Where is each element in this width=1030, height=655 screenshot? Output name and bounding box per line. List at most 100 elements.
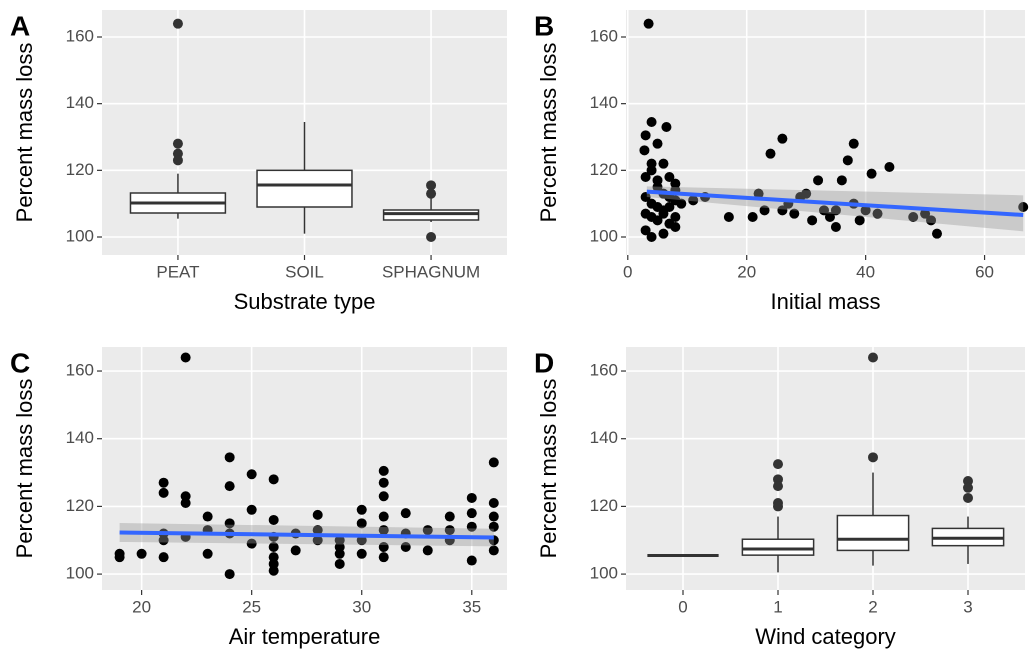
- point: [356, 548, 367, 559]
- x-tick-label: 3: [963, 597, 972, 616]
- point: [268, 514, 279, 525]
- point: [807, 215, 818, 226]
- point: [830, 205, 841, 216]
- box: [836, 514, 910, 552]
- x-axis-title: Air temperature: [229, 624, 381, 649]
- y-axis-title: Percent mass loss: [12, 379, 37, 559]
- y-tick-label: 100: [590, 564, 618, 583]
- x-axis-title: Substrate type: [234, 289, 376, 314]
- point: [646, 117, 657, 127]
- outlier: [773, 501, 783, 512]
- x-tick-label: 60: [975, 262, 994, 281]
- point: [466, 508, 477, 519]
- y-tick-label: 100: [66, 226, 94, 245]
- point: [488, 521, 499, 532]
- point: [640, 192, 651, 202]
- point: [290, 545, 301, 556]
- point: [676, 198, 687, 209]
- point: [356, 518, 367, 529]
- point: [860, 205, 871, 216]
- point: [688, 195, 699, 206]
- outlier: [426, 232, 437, 242]
- point: [824, 212, 835, 222]
- x-tick-label: 20: [132, 597, 151, 616]
- point: [658, 158, 669, 169]
- point: [819, 205, 830, 216]
- outlier: [868, 452, 878, 463]
- outlier: [773, 481, 783, 492]
- point: [224, 569, 235, 580]
- y-tick-label: 120: [590, 160, 618, 179]
- point: [664, 202, 675, 212]
- point: [356, 504, 367, 515]
- point: [1018, 202, 1029, 212]
- point: [813, 175, 824, 186]
- x-tick-label: SOIL: [285, 262, 324, 281]
- point: [400, 508, 411, 519]
- point: [872, 208, 883, 219]
- point: [378, 542, 389, 553]
- point: [378, 511, 389, 522]
- y-tick-label: 160: [590, 361, 618, 380]
- point: [378, 477, 389, 488]
- outlier: [773, 459, 783, 470]
- point: [652, 215, 663, 226]
- point: [908, 212, 919, 222]
- point: [224, 481, 235, 492]
- point: [180, 498, 191, 509]
- point: [202, 511, 213, 522]
- point: [658, 208, 669, 219]
- point: [765, 148, 776, 159]
- outlier: [426, 188, 437, 199]
- fit-line: [119, 530, 494, 540]
- point: [488, 457, 499, 468]
- point: [931, 228, 942, 239]
- point: [422, 525, 433, 536]
- x-tick-label: 1: [773, 597, 782, 616]
- x-tick-label: 30: [352, 597, 371, 616]
- y-axis-title: Percent mass loss: [12, 43, 37, 223]
- x-tick-label: 35: [462, 597, 481, 616]
- point: [224, 452, 235, 463]
- point: [312, 509, 323, 520]
- y-tick-label: 140: [66, 428, 94, 447]
- point: [158, 487, 169, 498]
- point: [378, 525, 389, 536]
- outlier: [868, 352, 878, 363]
- point: [670, 212, 681, 222]
- point: [202, 548, 213, 559]
- y-tick-label: 120: [590, 496, 618, 515]
- point: [378, 465, 389, 476]
- point: [640, 172, 651, 182]
- point: [246, 469, 257, 480]
- point: [652, 175, 663, 186]
- point: [646, 158, 657, 169]
- point: [789, 208, 800, 219]
- point: [854, 215, 865, 226]
- outlier: [426, 180, 437, 191]
- point: [753, 188, 764, 199]
- point: [488, 511, 499, 522]
- y-tick-label: 100: [66, 564, 94, 583]
- point: [652, 138, 663, 149]
- x-tick-label: 2: [868, 597, 877, 616]
- y-tick-label: 140: [66, 93, 94, 112]
- point: [640, 130, 651, 141]
- outlier: [963, 492, 973, 503]
- point: [926, 215, 937, 226]
- point: [334, 548, 345, 559]
- y-tick-label: 120: [66, 496, 94, 515]
- point: [670, 222, 681, 232]
- point: [312, 525, 323, 536]
- panel-background: [626, 347, 1025, 590]
- x-tick-label: 40: [856, 262, 875, 281]
- point: [378, 552, 389, 563]
- point: [180, 352, 191, 363]
- point: [658, 228, 669, 239]
- point: [268, 542, 279, 553]
- y-tick-label: 160: [590, 26, 618, 45]
- point: [444, 525, 455, 536]
- point: [268, 565, 279, 576]
- point: [246, 538, 257, 549]
- panel-label: D: [534, 347, 554, 378]
